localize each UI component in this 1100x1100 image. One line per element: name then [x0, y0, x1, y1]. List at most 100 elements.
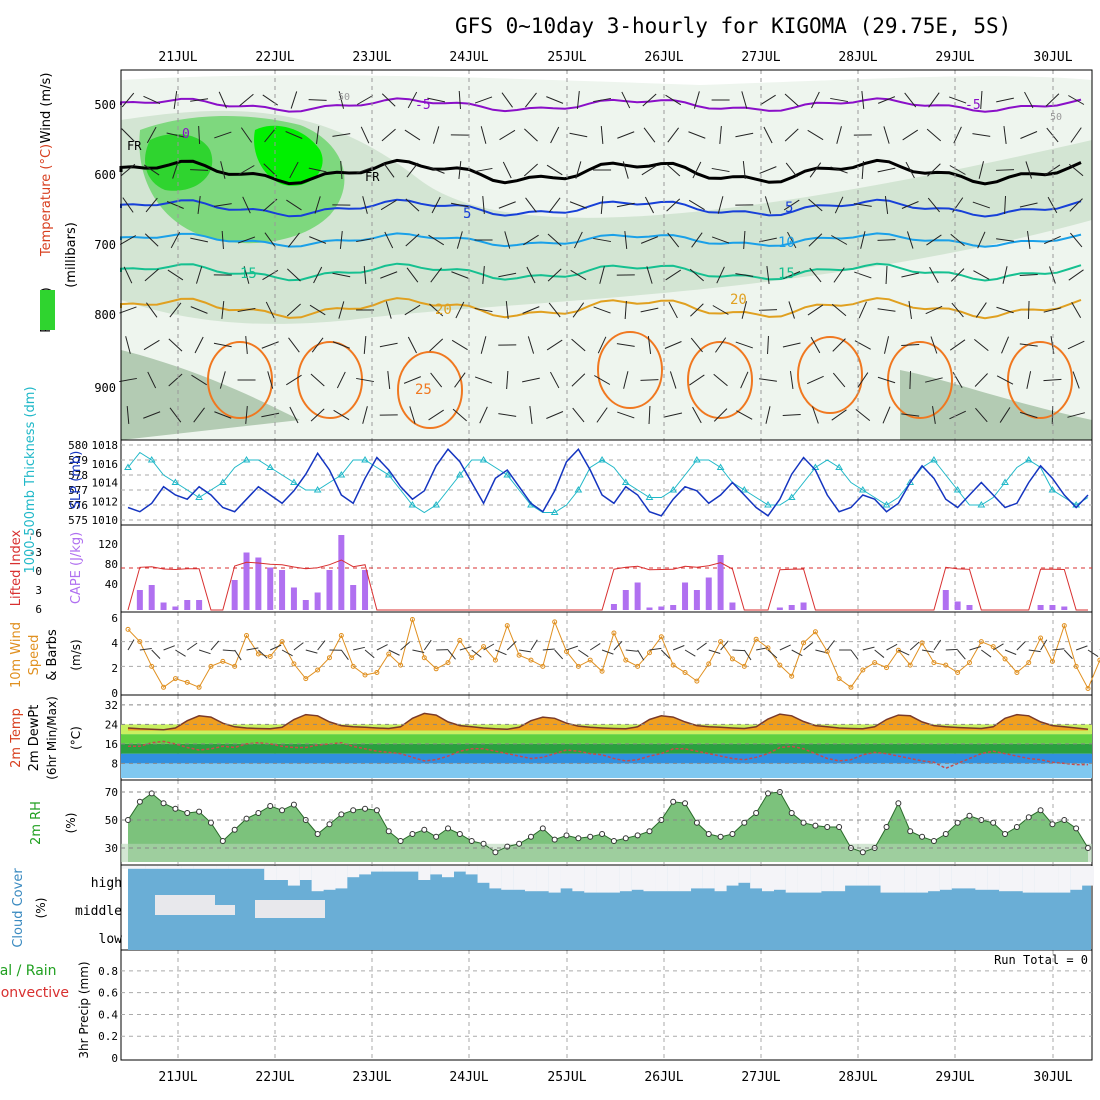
wind-barb: [356, 237, 374, 243]
wind-barb: [949, 165, 966, 175]
wind-barb: [479, 406, 488, 424]
wind-barb: [546, 411, 564, 419]
wind-barb: [381, 128, 396, 142]
thickness-point: [242, 456, 251, 463]
wind-barb: [927, 197, 940, 213]
wind-barb: [972, 201, 991, 209]
isotherm-FR: [119, 158, 1082, 186]
wind-speed-point: [433, 666, 439, 672]
surface-wind-barb: [305, 649, 318, 654]
surface-wind-barb: [210, 640, 220, 651]
wind-barb: [569, 132, 588, 138]
wind-barb: [146, 302, 158, 318]
wind-barb: [213, 342, 232, 348]
wind-barb: [170, 231, 181, 249]
li-tick: -3: [29, 546, 42, 559]
cloud-high-gap: [987, 866, 1000, 890]
cloud-high-gap: [726, 866, 739, 886]
wind-barb: [220, 161, 226, 179]
wind-speed-point: [398, 662, 404, 668]
wind-barb: [1043, 378, 1062, 382]
wind-speed-point: [528, 657, 534, 663]
wind-barb: [743, 230, 746, 250]
surface-wind-barb: [874, 649, 885, 658]
label-cape: CAPE (J/kg): [69, 532, 84, 604]
wind-barb: [455, 301, 465, 319]
precip-tick: 0.2: [98, 1030, 118, 1043]
wind-barb: [499, 129, 516, 141]
surface-wind-barb: [862, 646, 875, 651]
wind-barb: [126, 405, 130, 425]
surface-wind-barb: [921, 649, 934, 653]
surface-wind-barb: [400, 641, 410, 651]
surface-wind-barb: [186, 642, 198, 651]
rh2m-point: [812, 822, 819, 829]
rh2m-point: [634, 832, 641, 839]
rh2m-point: [753, 810, 760, 816]
thickness-point: [1024, 456, 1033, 463]
date-label-bottom: 25JUL: [547, 1070, 586, 1085]
cloud-high-gap: [607, 866, 620, 893]
wind-barb: [974, 338, 989, 352]
wind-speed-point: [1085, 686, 1091, 692]
surface-wind-barb: [803, 642, 814, 651]
surface-wind-barb: [637, 649, 645, 661]
wind-barb: [238, 165, 255, 175]
wind-barb: [853, 203, 872, 207]
wind-barb: [741, 301, 747, 319]
wind-barb: [218, 91, 227, 109]
rh2m-point: [800, 819, 807, 826]
thickness-point: [906, 478, 915, 485]
cloud-high-gap: [1082, 866, 1094, 886]
wind-barb: [782, 414, 801, 416]
wind-speed-point: [729, 656, 735, 662]
dewpoint-band: [121, 763, 1092, 778]
cape-tick: 40: [105, 578, 118, 591]
wind-barb: [121, 92, 135, 108]
rh-tick: 50: [105, 814, 118, 827]
thickness-point: [124, 463, 132, 470]
wind-barb: [309, 236, 327, 244]
wind-barb: [190, 306, 208, 314]
wind-barb: [214, 411, 232, 419]
wind-speed-point: [196, 684, 202, 690]
precip-tick: 0.8: [98, 965, 118, 978]
wind-barb: [1044, 235, 1061, 245]
wind-speed-point: [1026, 660, 1032, 666]
cape-bar: [1049, 605, 1056, 610]
wind-speed-point: [374, 670, 380, 675]
wind-barb: [522, 306, 540, 314]
wind-barb: [454, 372, 466, 388]
cape-bar: [670, 605, 677, 610]
wind-speed-point: [149, 663, 155, 669]
surface-wind-barb: [1004, 649, 1017, 655]
wind-barb: [427, 97, 446, 103]
wind-barb: [313, 266, 323, 284]
wind-barb: [404, 129, 421, 141]
cloud-high-gap: [927, 866, 940, 892]
wind-barb: [242, 196, 251, 214]
wind-barb: [596, 407, 608, 423]
rh-tick: 70: [105, 786, 118, 799]
wind-barb: [617, 131, 635, 139]
thickness-point: [621, 478, 630, 485]
contour-label-15: 15: [778, 266, 795, 282]
cloud-high-gap: [548, 866, 561, 893]
wind-barb: [405, 198, 420, 212]
rh2m-point: [207, 819, 214, 826]
wind-barb: [290, 91, 298, 109]
cloud-high-gap: [821, 866, 834, 892]
wind-barb: [1019, 274, 1038, 276]
wind-barb: [261, 412, 280, 418]
wind-barb: [1068, 269, 1084, 281]
wind-barb: [289, 161, 299, 179]
wind-barb: [646, 266, 653, 284]
wind-barb: [1027, 300, 1030, 320]
wind-barb: [119, 377, 137, 383]
surface-wind-barb: [660, 649, 671, 659]
cloud-high-gap: [501, 866, 514, 890]
cape-bar: [279, 570, 286, 610]
wind-barb: [624, 300, 627, 320]
wind-barb: [287, 232, 300, 248]
